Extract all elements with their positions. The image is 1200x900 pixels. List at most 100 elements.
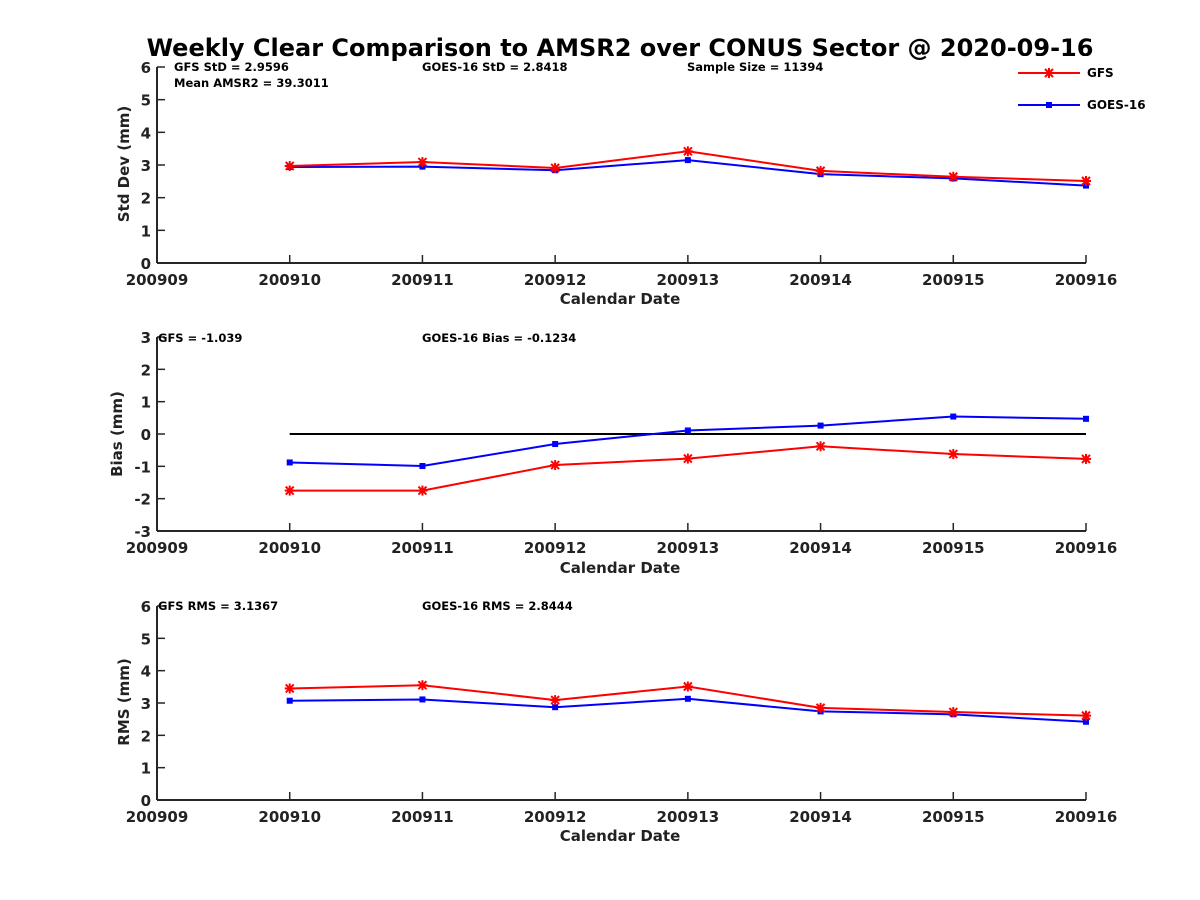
stddev-y-tick-label: 0 — [141, 255, 151, 273]
bias-y-tick-label: 1 — [141, 394, 151, 412]
rms-x-tick-label: 200911 — [391, 808, 454, 826]
stddev-x-tick-label: 200914 — [789, 271, 852, 289]
rms-y-tick-label: 6 — [141, 598, 151, 616]
stddev-gfs-stat: GFS StD = 2.9596 — [174, 60, 289, 74]
stddev-panel: 0 1 2 3 4 5 6 200909 200910 200911 200912 200913 200… — [115, 59, 1117, 308]
bias-plot-area: -3 -2 -1 0 1 2 3 200909 200910 200911 200912 200913… — [126, 329, 1118, 557]
bias-x-tick-label: 200911 — [391, 539, 454, 557]
stddev-goes16-point — [684, 157, 691, 164]
bias-goes16-point — [552, 441, 559, 448]
bias-gfs-stat: GFS = -1.039 — [158, 331, 242, 345]
stddev-gfs-point — [550, 162, 561, 173]
stddev-x-tick-label: 200911 — [391, 271, 454, 289]
bias-gfs-point — [815, 441, 826, 452]
stddev-x-tick-label: 200913 — [657, 271, 720, 289]
rms-gfs-point — [550, 695, 561, 706]
rms-x-tick-label: 200916 — [1055, 808, 1118, 826]
rms-gfs-point — [948, 707, 959, 718]
stddev-gfs-point — [815, 165, 826, 176]
legend-label-gfs: GFS — [1087, 66, 1114, 80]
bias-goes16-point — [419, 463, 426, 470]
bias-goes16-point — [286, 459, 293, 466]
bias-x-tick-label: 200913 — [657, 539, 720, 557]
bias-y-tick-label: 3 — [141, 329, 151, 347]
rms-goes16-point — [684, 695, 691, 702]
stddev-y-tick-label: 6 — [141, 59, 151, 77]
rms-x-tick-label: 200910 — [258, 808, 321, 826]
rms-y-tick-label: 4 — [141, 663, 151, 681]
rms-gfs-point — [682, 681, 693, 692]
rms-y-tick-label: 5 — [141, 630, 151, 648]
stddev-y-tick-label: 5 — [141, 92, 151, 110]
bias-gfs-point — [682, 453, 693, 464]
rms-panel: 0 1 2 3 4 5 6 200909 200910 200911 200912 200913 200… — [115, 598, 1117, 845]
rms-x-axis-label: Calendar Date — [560, 827, 681, 845]
bias-x-tick-label: 200909 — [126, 539, 189, 557]
rms-gfs-point — [815, 702, 826, 713]
rms-goes16-line — [289, 697, 1087, 723]
rms-gfs-point — [1081, 710, 1091, 721]
stddev-x-tick-label: 200915 — [922, 271, 985, 289]
stddev-x-tick-label: 200909 — [126, 271, 189, 289]
stddev-goes16-line — [289, 159, 1087, 187]
bias-x-tick-label: 200914 — [789, 539, 852, 557]
rms-gfs-point — [284, 683, 295, 694]
legend-box — [1008, 56, 1158, 124]
rms-x-tick-label: 200915 — [922, 808, 985, 826]
stddev-x-tick-label: 200912 — [524, 271, 587, 289]
bias-y-tick-label: 0 — [141, 426, 151, 444]
rms-y-tick-label: 0 — [141, 792, 151, 810]
rms-x-tick-label: 200909 — [126, 808, 189, 826]
rms-gfs-point — [417, 680, 428, 691]
rms-y-tick-label: 1 — [141, 760, 151, 778]
rms-goes16-point — [552, 704, 559, 711]
rms-goes-stat: GOES-16 RMS = 2.8444 — [422, 599, 573, 613]
bias-gfs-point — [284, 485, 295, 496]
bias-goes16-point — [817, 422, 824, 429]
bias-y-tick-label: -3 — [134, 523, 151, 541]
bias-goes16-point — [1083, 415, 1089, 422]
stddev-mean-amsr2: Mean AMSR2 = 39.3011 — [174, 76, 329, 90]
stddev-y-tick-label: 2 — [141, 190, 151, 208]
bias-x-tick-label: 200912 — [524, 539, 587, 557]
rms-y-tick-label: 2 — [141, 727, 151, 745]
rms-goes16-point — [1083, 718, 1089, 725]
rms-x-tick-label: 200912 — [524, 808, 587, 826]
rms-x-tick-label: 200914 — [789, 808, 852, 826]
stddev-gfs-point — [417, 157, 428, 168]
bias-x-tick-label: 200915 — [922, 539, 985, 557]
rms-goes16-point — [419, 696, 426, 703]
bias-gfs-line — [289, 445, 1087, 492]
bias-goes16-point — [684, 427, 691, 434]
rms-gfs-stat: GFS RMS = 3.1367 — [158, 599, 278, 613]
stddev-gfs-point — [284, 160, 295, 171]
stddev-y-tick-label: 1 — [141, 222, 151, 240]
bias-x-tick-label: 200916 — [1055, 539, 1118, 557]
stddev-gfs-point — [682, 146, 693, 157]
stddev-x-tick-label: 200916 — [1055, 271, 1118, 289]
bias-y-tick-label: 2 — [141, 361, 151, 379]
stddev-plot-area: 0 1 2 3 4 5 6 200909 200910 200911 200912 200913 200… — [126, 59, 1118, 289]
chart-title: Weekly Clear Comparison to AMSR2 over CO… — [147, 34, 1094, 62]
bias-gfs-point — [948, 449, 959, 460]
stddev-sample-size: Sample Size = 11394 — [687, 60, 823, 74]
bias-gfs-point — [1081, 453, 1091, 464]
rms-goes16-point — [286, 697, 293, 704]
bias-x-axis-label: Calendar Date — [560, 559, 681, 577]
rms-y-tick-label: 3 — [141, 695, 151, 713]
bias-gfs-point — [417, 485, 428, 496]
bias-y-axis-label: Bias (mm) — [108, 391, 126, 477]
rms-plot-area: 0 1 2 3 4 5 6 200909 200910 200911 200912 200913 200… — [126, 598, 1118, 826]
stddev-goes-stat: GOES-16 StD = 2.8418 — [422, 60, 567, 74]
legend-label-goes: GOES-16 — [1087, 98, 1146, 112]
stddev-y-tick-label: 3 — [141, 157, 151, 175]
legend-gfs-marker — [1044, 68, 1054, 78]
bias-y-tick-label: -2 — [134, 491, 151, 509]
stddev-y-tick-label: 4 — [141, 124, 151, 142]
legend: GFS GOES-16 — [1008, 56, 1158, 124]
rms-x-tick-label: 200913 — [657, 808, 720, 826]
bias-x-tick-label: 200910 — [258, 539, 321, 557]
rms-y-axis-label: RMS (mm) — [115, 658, 133, 745]
bias-y-tick-label: -1 — [134, 458, 151, 476]
stddev-x-axis-label: Calendar Date — [560, 290, 681, 308]
